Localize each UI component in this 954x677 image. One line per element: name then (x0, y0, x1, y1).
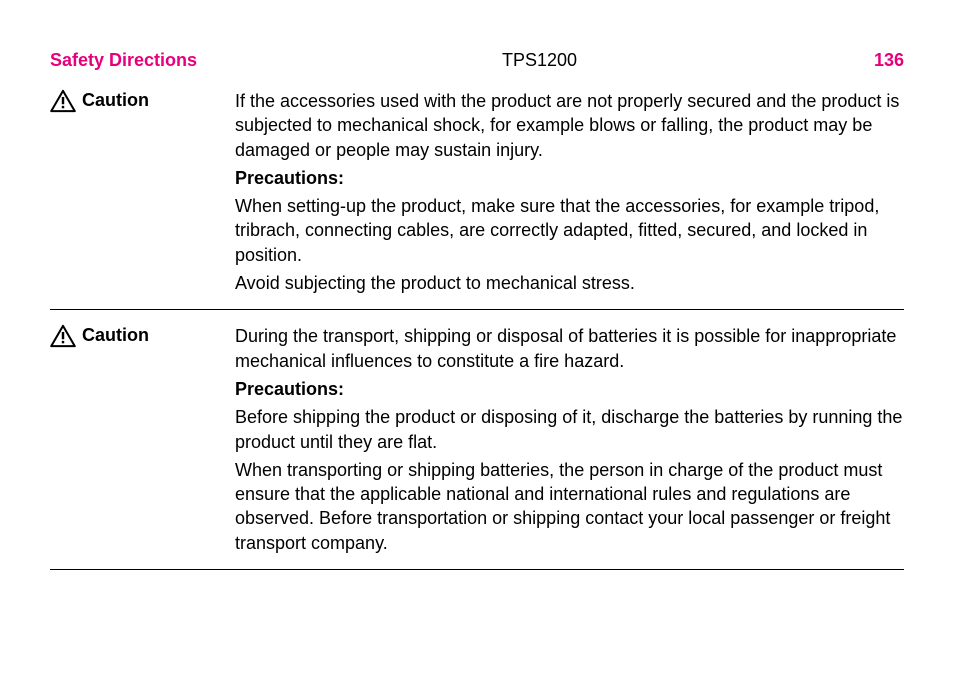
caution-block: Caution During the transport, shipping o… (50, 324, 904, 570)
page-number: 136 (844, 50, 904, 71)
warning-triangle-icon (50, 324, 76, 348)
document-page: Safety Directions TPS1200 136 Caution If… (0, 0, 954, 570)
caution-intro: During the transport, shipping or dispos… (235, 324, 904, 373)
page-header: Safety Directions TPS1200 136 (50, 50, 904, 71)
caution-intro: If the accessories used with the product… (235, 89, 904, 162)
caution-block: Caution If the accessories used with the… (50, 89, 904, 310)
caution-label-text: Caution (82, 89, 149, 111)
caution-label: Caution (50, 89, 235, 299)
precautions-paragraph: When transporting or shipping batteries,… (235, 458, 904, 555)
precautions-paragraph: Avoid subjecting the product to mechanic… (235, 271, 904, 295)
caution-body: If the accessories used with the product… (235, 89, 904, 299)
precautions-heading: Precautions: (235, 377, 904, 401)
section-title: Safety Directions (50, 50, 235, 71)
caution-label: Caution (50, 324, 235, 559)
precautions-paragraph: Before shipping the product or disposing… (235, 405, 904, 454)
caution-label-text: Caution (82, 324, 149, 346)
caution-body: During the transport, shipping or dispos… (235, 324, 904, 559)
document-title: TPS1200 (235, 50, 844, 71)
precautions-heading: Precautions: (235, 166, 904, 190)
precautions-paragraph: When setting-up the product, make sure t… (235, 194, 904, 267)
warning-triangle-icon (50, 89, 76, 113)
